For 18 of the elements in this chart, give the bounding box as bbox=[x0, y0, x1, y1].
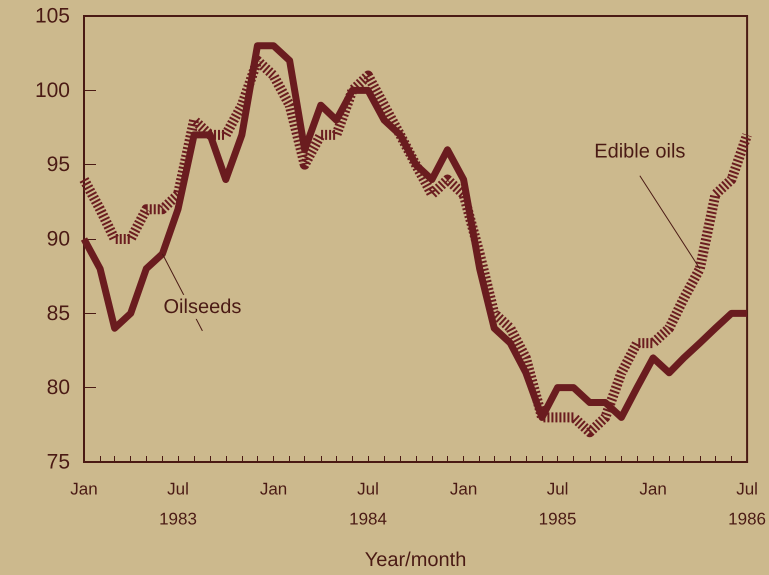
y-tick-label: 80 bbox=[46, 376, 70, 400]
y-tick-label: 100 bbox=[34, 78, 70, 102]
x-tick-label: Jul 1985 bbox=[538, 480, 576, 528]
x-tick-label: Jul 1984 bbox=[349, 480, 387, 528]
x-tick-label: Jan bbox=[260, 480, 288, 498]
y-tick-label: 105 bbox=[34, 4, 70, 28]
y-tick-label: 75 bbox=[46, 450, 70, 474]
x-tick-label: Jul 1986 bbox=[728, 480, 766, 528]
y-tick-label: 90 bbox=[46, 228, 70, 250]
y-tick-label: 85 bbox=[46, 302, 70, 325]
x-tick-label: Jan bbox=[639, 480, 667, 498]
series-label: Oilseeds bbox=[164, 296, 242, 318]
x-tick-label: Jan bbox=[70, 480, 98, 498]
x-axis-title: Year/month bbox=[364, 549, 466, 571]
text: Edible oils bbox=[594, 140, 686, 163]
x-tick-label: Jan bbox=[450, 480, 478, 498]
x-tick-label: Jul 1983 bbox=[159, 480, 197, 528]
y-tick-label: 95 bbox=[46, 153, 70, 176]
